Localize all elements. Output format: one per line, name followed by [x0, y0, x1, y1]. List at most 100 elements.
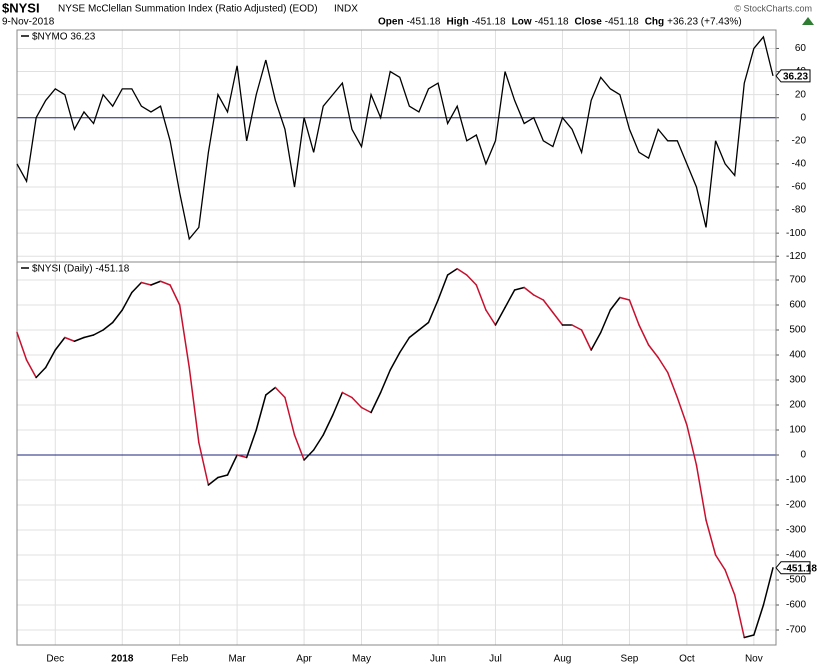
y-tick-label: 300 — [789, 375, 806, 386]
line-segment — [265, 386, 277, 396]
line-segment — [552, 311, 564, 326]
y-tick-label: 600 — [789, 300, 806, 311]
y-tick-label: 100 — [789, 425, 806, 436]
y-tick-label: -120 — [786, 251, 806, 262]
line-segment — [44, 349, 57, 369]
y-tick-label: -200 — [786, 500, 806, 511]
line-segment — [523, 286, 535, 296]
line-segment — [236, 454, 248, 459]
line-segment — [475, 284, 487, 311]
line-segment — [437, 274, 449, 301]
line-segment — [140, 281, 152, 286]
y-tick-label: 200 — [789, 400, 806, 411]
y-tick-label: 0 — [800, 450, 806, 461]
line-segment — [743, 634, 755, 639]
line-segment — [571, 324, 583, 331]
line-segment — [188, 366, 200, 444]
line-segment — [64, 336, 76, 342]
quote: Open -451.18 High -451.18 Low -451.18 Close -45… — [378, 17, 742, 28]
y-tick-label: -300 — [786, 525, 806, 536]
line-segment — [121, 291, 133, 311]
date: 9-Nov-2018 — [2, 17, 55, 28]
line-segment — [399, 336, 411, 354]
line-segment — [293, 434, 305, 461]
line-segment — [370, 391, 382, 414]
line-segment — [379, 369, 391, 394]
x-tick-label: Dec — [46, 654, 64, 665]
line-segment — [226, 454, 238, 476]
y-tick-label: -700 — [786, 625, 806, 636]
quote-value: -451.18 — [407, 17, 441, 28]
line-segment — [274, 386, 286, 399]
line-segment — [733, 594, 746, 639]
line-segment — [676, 396, 688, 426]
x-tick-label: Jul — [489, 654, 502, 665]
line-segment — [466, 274, 478, 286]
line-segment — [619, 296, 631, 301]
line-segment — [638, 324, 650, 346]
line-segment — [150, 280, 162, 286]
quote-label: High — [446, 17, 468, 28]
x-tick-label: Sep — [621, 654, 639, 665]
line-segment — [169, 284, 181, 306]
x-tick-label: Aug — [554, 654, 572, 665]
y-tick-label: 0 — [800, 112, 806, 123]
line-segment — [102, 321, 114, 331]
line-segment — [666, 371, 679, 399]
line-segment — [724, 569, 736, 596]
line-segment — [456, 268, 468, 276]
line-segment — [513, 286, 525, 291]
x-tick-label: Feb — [171, 654, 189, 665]
up-arrow — [802, 17, 814, 25]
line-segment — [609, 296, 621, 311]
line-segment — [628, 299, 640, 326]
quote-label: Open — [378, 17, 404, 28]
exchange: INDX — [334, 4, 358, 15]
quote-value: -451.18 — [535, 17, 569, 28]
quote-value: -451.18 — [472, 17, 506, 28]
y-tick-label: -500 — [786, 575, 806, 586]
y-tick-label: -20 — [792, 135, 807, 146]
title: NYSE McClellan Summation Index (Ratio Ad… — [58, 4, 318, 15]
line — [16, 35, 774, 241]
line-segment — [599, 309, 612, 334]
last-value-box — [775, 69, 811, 83]
line-segment — [494, 306, 506, 326]
line-segment — [217, 474, 229, 479]
last-value-label: -451.18 — [783, 563, 817, 574]
last-value-label: 36.23 — [783, 72, 808, 83]
line-segment — [54, 336, 66, 351]
line-segment — [178, 304, 191, 369]
line-segment — [360, 406, 372, 414]
y-tick-label: -40 — [792, 159, 807, 170]
line-segment — [198, 441, 210, 486]
quote-value: -451.18 — [605, 17, 639, 28]
line-segment — [446, 268, 458, 276]
x-tick-label: Nov — [745, 654, 763, 665]
line-segment — [351, 396, 363, 409]
line-segment — [695, 464, 707, 521]
y-tick-label: 60 — [795, 43, 807, 54]
quote-value: +36.23 (+7.43%) — [667, 17, 742, 28]
y-tick-label: -80 — [792, 205, 807, 216]
line-segment — [245, 429, 257, 459]
line-segment — [590, 331, 602, 351]
line-segment — [83, 334, 95, 339]
line-segment — [647, 344, 659, 359]
line-segment — [92, 329, 104, 336]
y-tick-label: -100 — [786, 475, 806, 486]
y-tick-label: -60 — [792, 182, 807, 193]
line-segment — [762, 567, 774, 606]
line-segment — [418, 321, 430, 331]
y-tick-label: 20 — [795, 89, 807, 100]
quote-label: Low — [512, 17, 532, 28]
x-tick-label: Jun — [430, 654, 446, 665]
y-tick-label: 700 — [789, 275, 806, 286]
last-value-box — [775, 561, 811, 575]
line-segment — [131, 281, 143, 294]
quote-label: Chg — [645, 17, 664, 28]
x-tick-label: May — [352, 654, 371, 665]
line-segment — [159, 280, 171, 286]
line-segment — [111, 309, 124, 324]
panel-frame — [16, 29, 777, 263]
